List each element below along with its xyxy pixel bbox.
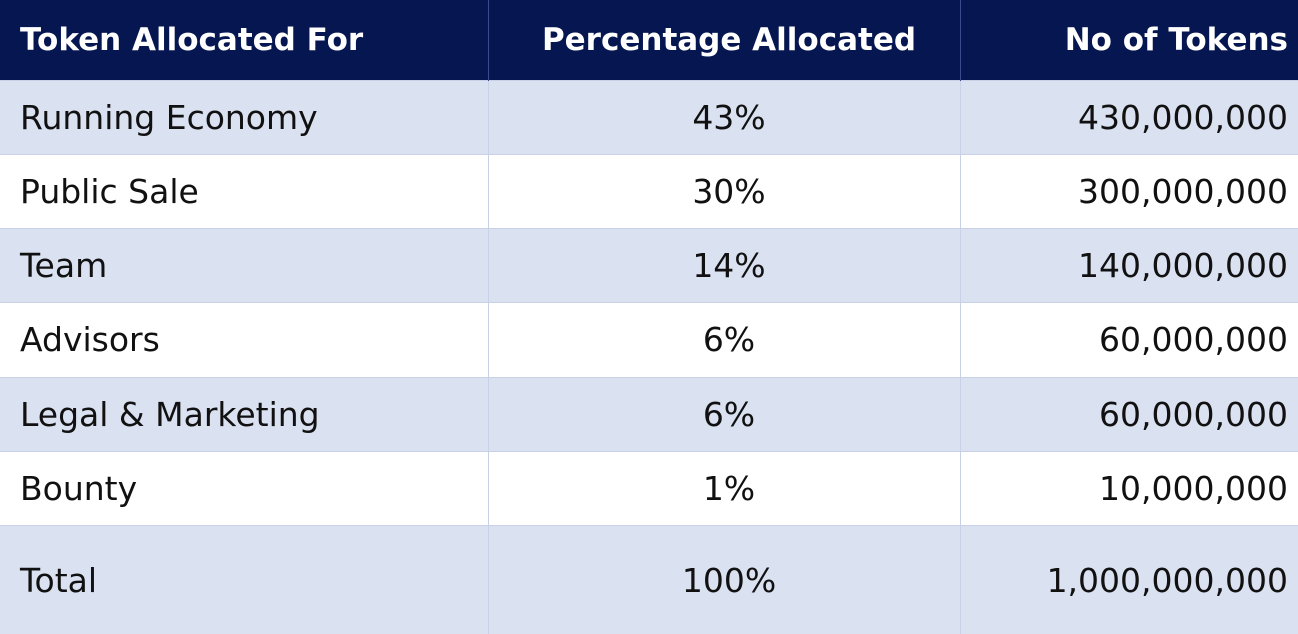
header-token-allocated-for: Token Allocated For (0, 0, 489, 80)
table-row: Legal & Marketing 6% 60,000,000 (0, 376, 1298, 452)
row-percent: 30% (488, 153, 961, 229)
row-label: Public Sale (0, 153, 489, 229)
table-row: Advisors 6% 60,000,000 (0, 302, 1298, 378)
row-tokens: 60,000,000 (960, 376, 1298, 452)
row-tokens: 140,000,000 (960, 228, 1298, 303)
table-row: Running Economy 43% 430,000,000 (0, 79, 1298, 155)
table-row: Bounty 1% 10,000,000 (0, 450, 1298, 526)
row-percent: 1% (488, 450, 961, 526)
total-label: Total (0, 525, 489, 634)
row-percent: 43% (488, 79, 961, 155)
row-label: Legal & Marketing (0, 376, 489, 452)
row-percent: 6% (488, 376, 961, 452)
total-tokens: 1,000,000,000 (960, 525, 1298, 634)
row-label: Team (0, 228, 489, 303)
table-row: Public Sale 30% 300,000,000 (0, 153, 1298, 229)
row-percent: 6% (488, 302, 961, 378)
row-tokens: 60,000,000 (960, 302, 1298, 378)
total-percent: 100% (488, 525, 961, 634)
row-tokens: 300,000,000 (960, 153, 1298, 229)
header-no-of-tokens: No of Tokens (960, 0, 1298, 80)
row-percent: 14% (488, 228, 961, 303)
row-label: Advisors (0, 302, 489, 378)
table-row: Team 14% 140,000,000 (0, 228, 1298, 303)
table-header-row: Token Allocated For Percentage Allocated… (0, 0, 1298, 80)
row-tokens: 430,000,000 (960, 79, 1298, 155)
row-tokens: 10,000,000 (960, 450, 1298, 526)
row-label: Bounty (0, 450, 489, 526)
header-percentage-allocated: Percentage Allocated (488, 0, 961, 80)
row-label: Running Economy (0, 79, 489, 155)
total-row: Total 100% 1,000,000,000 (0, 525, 1298, 634)
